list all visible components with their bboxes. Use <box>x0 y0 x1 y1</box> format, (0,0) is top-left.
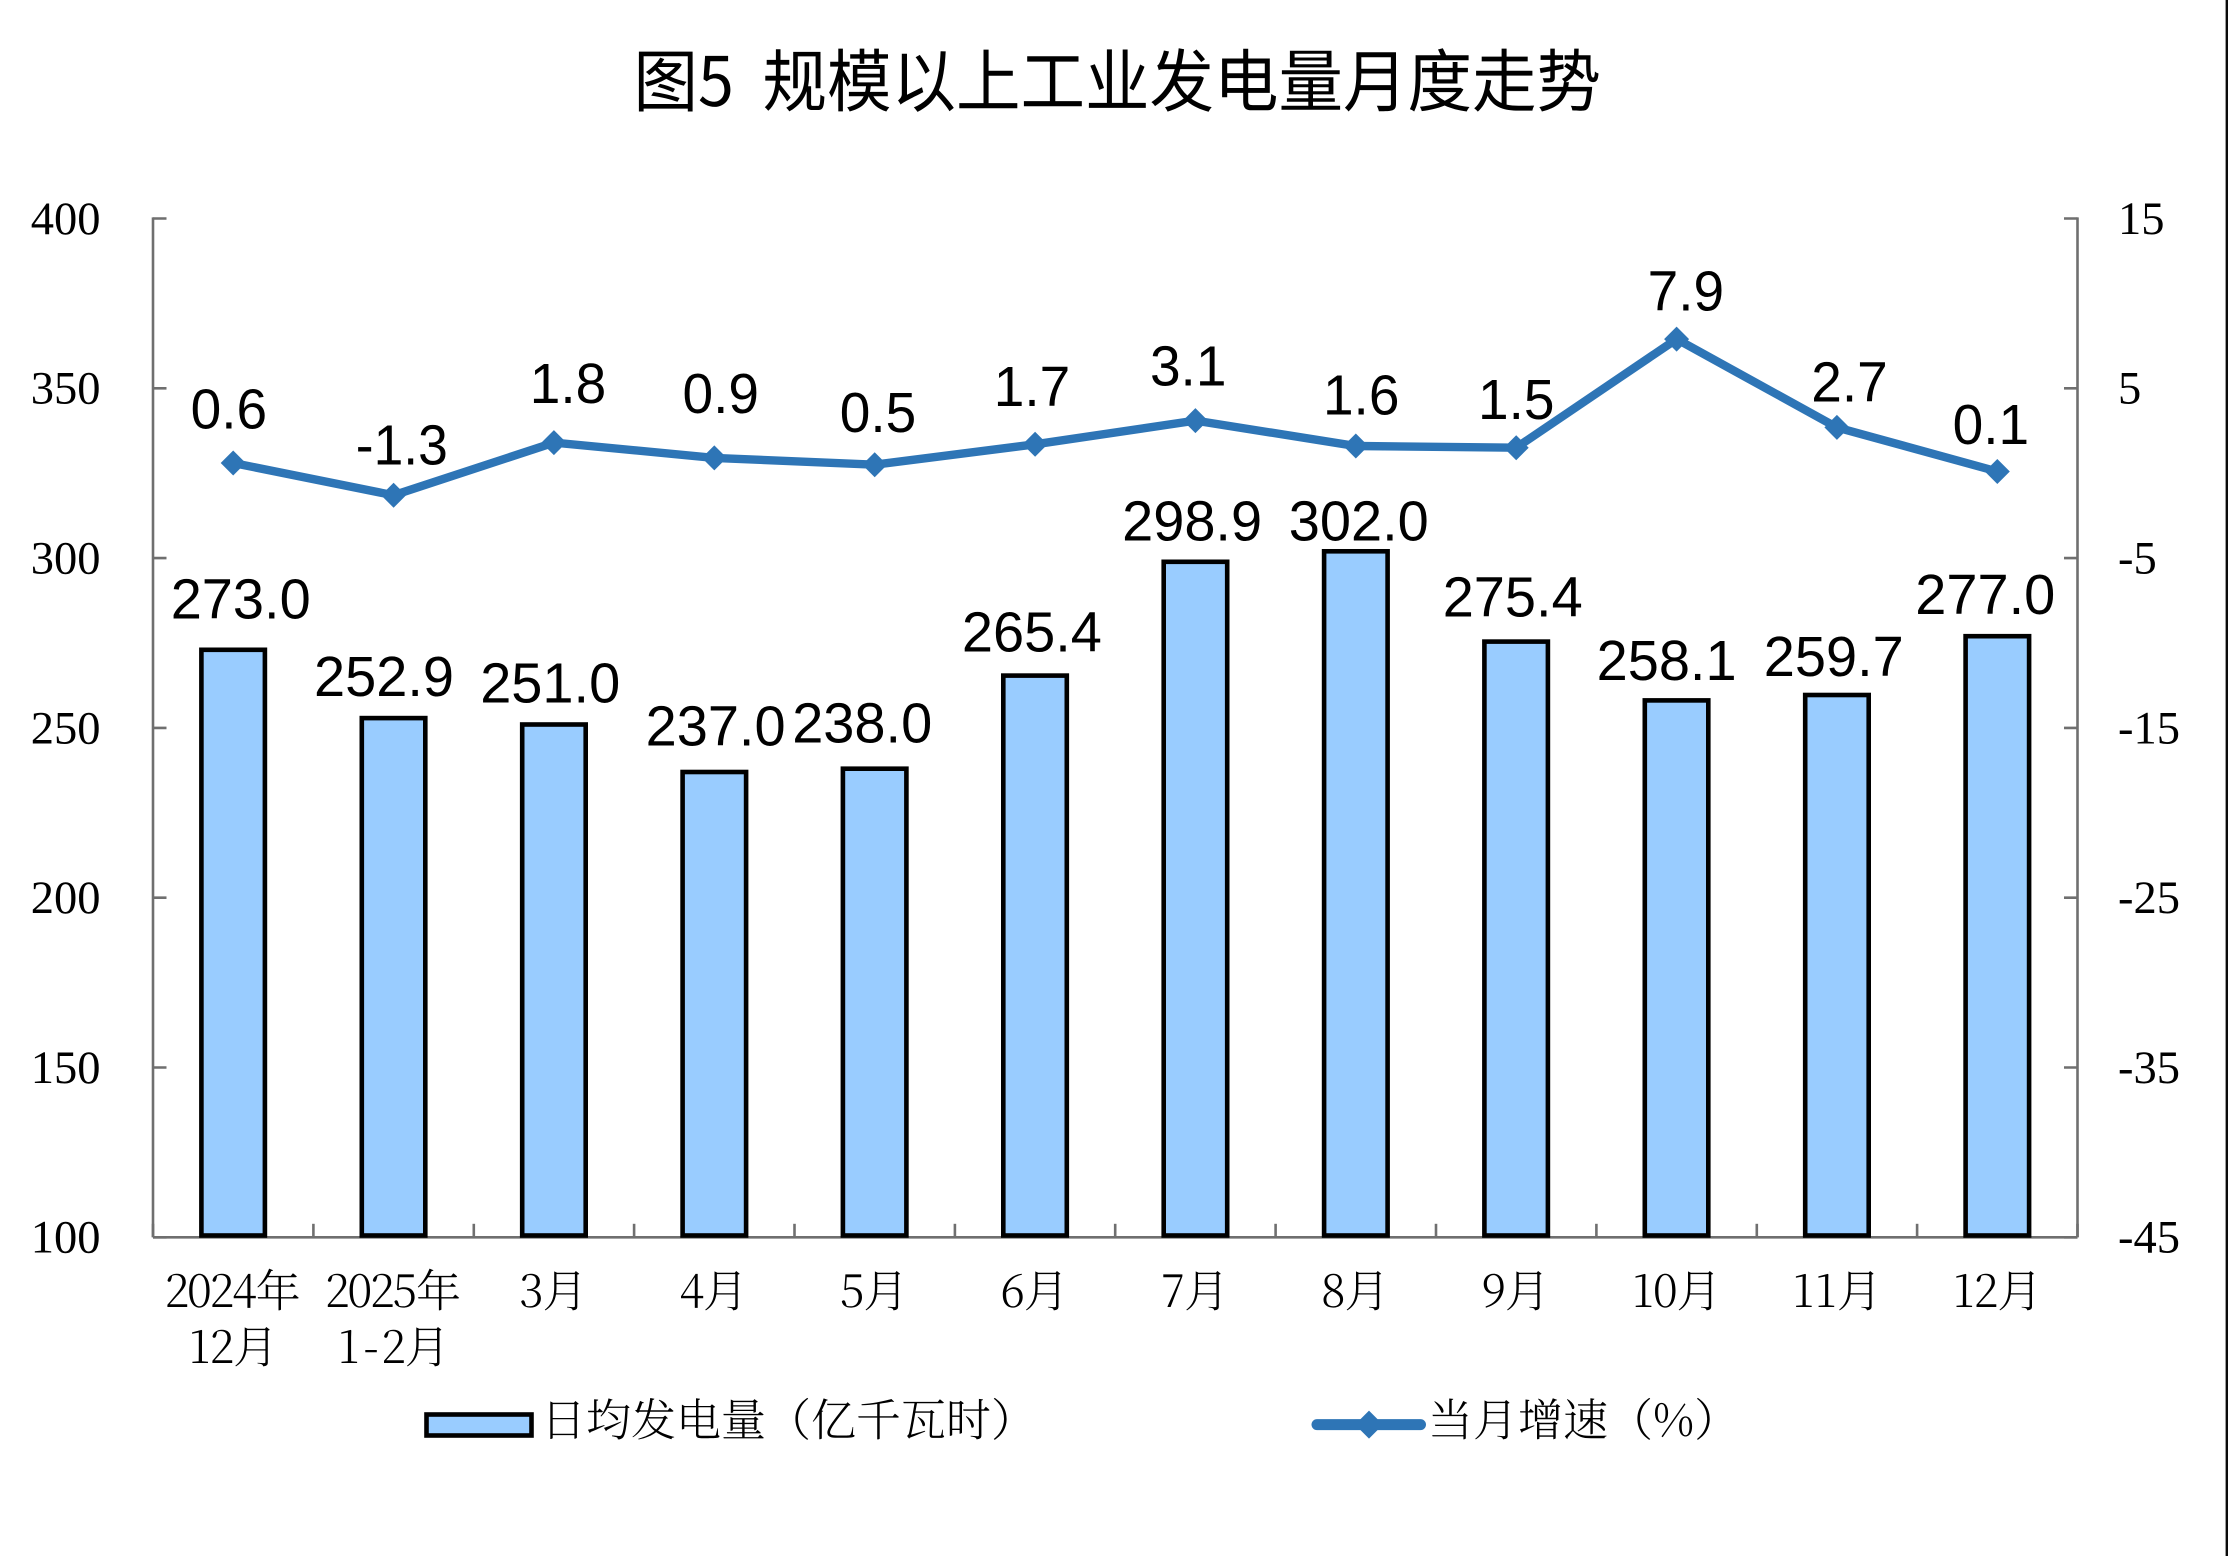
svg-text:2.7: 2.7 <box>1811 351 1888 415</box>
svg-text:0.6: 0.6 <box>191 378 268 442</box>
svg-text:150: 150 <box>31 1043 101 1094</box>
svg-text:237.0: 237.0 <box>646 695 786 759</box>
svg-text:273.0: 273.0 <box>171 567 311 631</box>
svg-text:277.0: 277.0 <box>1915 563 2055 627</box>
svg-text:200: 200 <box>31 873 101 924</box>
svg-text:15: 15 <box>2118 194 2165 245</box>
svg-text:-1.3: -1.3 <box>356 414 448 478</box>
svg-text:0.9: 0.9 <box>683 362 760 426</box>
svg-text:259.7: 259.7 <box>1764 625 1904 689</box>
svg-text:3.1: 3.1 <box>1150 335 1227 399</box>
svg-text:-25: -25 <box>2118 873 2180 924</box>
svg-text:1.6: 1.6 <box>1323 364 1400 428</box>
svg-text:100: 100 <box>31 1213 101 1264</box>
svg-text:300: 300 <box>31 534 101 585</box>
svg-text:0.5: 0.5 <box>840 381 917 445</box>
svg-text:275.4: 275.4 <box>1443 566 1583 630</box>
svg-text:265.4: 265.4 <box>962 600 1102 664</box>
svg-text:1.5: 1.5 <box>1478 368 1555 432</box>
svg-text:-45: -45 <box>2118 1213 2180 1264</box>
svg-text:251.0: 251.0 <box>480 651 620 715</box>
svg-text:252.9: 252.9 <box>314 645 454 709</box>
svg-text:-35: -35 <box>2118 1043 2180 1094</box>
svg-text:1.8: 1.8 <box>530 352 607 416</box>
svg-text:0.1: 0.1 <box>1953 393 2030 457</box>
svg-text:258.1: 258.1 <box>1597 629 1737 693</box>
svg-text:7.9: 7.9 <box>1648 259 1725 323</box>
svg-text:298.9: 298.9 <box>1122 489 1262 553</box>
svg-text:-5: -5 <box>2118 534 2157 585</box>
svg-text:-15: -15 <box>2118 703 2180 754</box>
svg-text:238.0: 238.0 <box>792 692 932 756</box>
svg-text:350: 350 <box>31 364 101 415</box>
svg-text:400: 400 <box>31 194 101 245</box>
svg-text:1.7: 1.7 <box>994 355 1071 419</box>
svg-text:302.0: 302.0 <box>1289 489 1429 553</box>
svg-text:5: 5 <box>2118 364 2141 415</box>
svg-text:250: 250 <box>31 703 101 754</box>
